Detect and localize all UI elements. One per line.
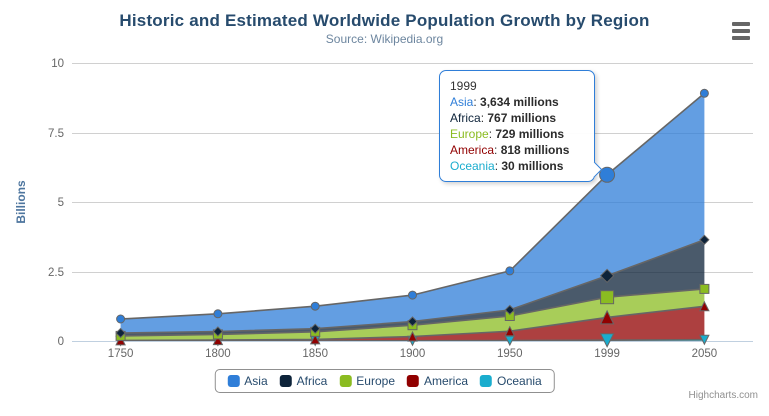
triangle-marker[interactable]	[309, 333, 321, 345]
legend-label: Asia	[244, 374, 268, 388]
y-axis-title: Billions	[14, 180, 28, 224]
tooltip-header: 1999	[450, 79, 477, 93]
markers-africa	[115, 234, 710, 339]
series-areas	[120, 92, 705, 342]
tooltip: 1999 Asia: 3,634 millions Africa: 767 mil…	[439, 70, 603, 182]
credits-link[interactable]: Highcharts.com	[688, 390, 758, 401]
legend-label: America	[424, 374, 469, 388]
legend-swatch	[407, 375, 420, 387]
circle-marker[interactable]	[408, 290, 417, 300]
circle-marker[interactable]	[116, 314, 126, 324]
legend-label: Africa	[296, 374, 328, 388]
triangle-marker[interactable]	[504, 325, 516, 337]
legend-swatch	[339, 375, 352, 387]
area-africa[interactable]	[120, 239, 705, 336]
legend-swatch	[227, 375, 240, 387]
x-tick-label: 1999	[594, 348, 620, 360]
circle-marker[interactable]	[599, 166, 616, 183]
area-america[interactable]	[120, 306, 705, 341]
y-tick-label: 10	[51, 58, 64, 70]
tooltip-series-value: 729 millions	[495, 127, 565, 141]
y-tick-label: 7.5	[48, 128, 64, 140]
legend-swatch	[279, 375, 292, 387]
area-asia[interactable]	[120, 93, 705, 333]
triangle-down-marker[interactable]	[699, 334, 710, 346]
circle-marker[interactable]	[213, 309, 223, 319]
diamond-marker[interactable]	[504, 304, 516, 316]
legend: Asia Africa Europe America Oceania	[214, 369, 555, 393]
markers-asia	[116, 88, 709, 324]
diamond-marker[interactable]	[115, 327, 126, 339]
diamond-marker[interactable]	[309, 323, 321, 334]
tooltip-row: Africa: 767 millions	[450, 111, 557, 125]
diamond-marker[interactable]	[699, 234, 710, 246]
tooltip-series-name: Europe	[450, 127, 489, 141]
markers-america	[115, 300, 710, 346]
tooltip-row: Asia: 3,634 millions	[450, 95, 559, 109]
tooltip-series-name: America	[450, 143, 495, 157]
tooltip-row: Oceania: 30 millions	[450, 159, 564, 173]
x-tick-label: 2050	[692, 348, 718, 360]
tooltip-series-value: 818 millions	[500, 143, 570, 157]
x-tick-label: 1900	[400, 348, 426, 360]
chart-title: Historic and Estimated Worldwide Populat…	[119, 11, 650, 30]
y-tick-label: 5	[58, 197, 64, 209]
axis-labels: 0 2.5 5 7.5 10 1750 1800 1850 1900 1950 1999 2050	[48, 58, 717, 360]
square-marker[interactable]	[600, 290, 615, 305]
triangle-marker[interactable]	[212, 334, 224, 346]
legend-item-europe[interactable]: Europe	[339, 374, 395, 388]
legend-swatch	[480, 375, 493, 387]
triangle-marker[interactable]	[699, 300, 710, 312]
triangle-down-marker[interactable]	[599, 333, 615, 348]
circle-marker[interactable]	[310, 301, 320, 311]
circle-marker[interactable]	[505, 266, 515, 276]
tooltip-row: Europe: 729 millions	[450, 127, 565, 141]
x-tick-label: 1800	[205, 348, 231, 360]
legend-item-africa[interactable]: Africa	[279, 374, 328, 388]
tooltip-series-name: Oceania	[450, 159, 495, 173]
tooltip-series-name: Asia	[450, 95, 474, 109]
chart-subtitle: Source: Wikipedia.org	[325, 32, 444, 46]
diamond-marker[interactable]	[212, 326, 224, 337]
x-tick-label: 1750	[108, 348, 134, 360]
tooltip-row: America: 818 millions	[450, 143, 570, 157]
legend-label: Europe	[356, 374, 396, 388]
x-tick-label: 1950	[497, 348, 523, 360]
square-marker[interactable]	[699, 283, 710, 294]
legend-item-america[interactable]: America	[407, 374, 468, 388]
legend-label: Oceania	[497, 374, 542, 388]
x-tick-label: 1850	[302, 348, 328, 360]
legend-item-asia[interactable]: Asia	[227, 374, 268, 388]
export-menu-icon[interactable]	[732, 22, 750, 43]
diamond-marker[interactable]	[407, 316, 418, 327]
diamond-marker[interactable]	[599, 268, 615, 284]
y-tick-label: 0	[58, 336, 64, 348]
y-tick-label: 2.5	[48, 267, 64, 279]
tooltip-series-value: 767 millions	[487, 111, 557, 125]
tooltip-series-value: 3,634 millions	[480, 95, 559, 109]
tooltip-series-value: 30 millions	[501, 159, 564, 173]
tooltip-series-name: Africa	[450, 111, 481, 125]
triangle-marker[interactable]	[599, 309, 615, 325]
triangle-marker[interactable]	[407, 330, 418, 342]
circle-marker[interactable]	[699, 88, 709, 98]
legend-item-oceania[interactable]: Oceania	[480, 374, 542, 388]
